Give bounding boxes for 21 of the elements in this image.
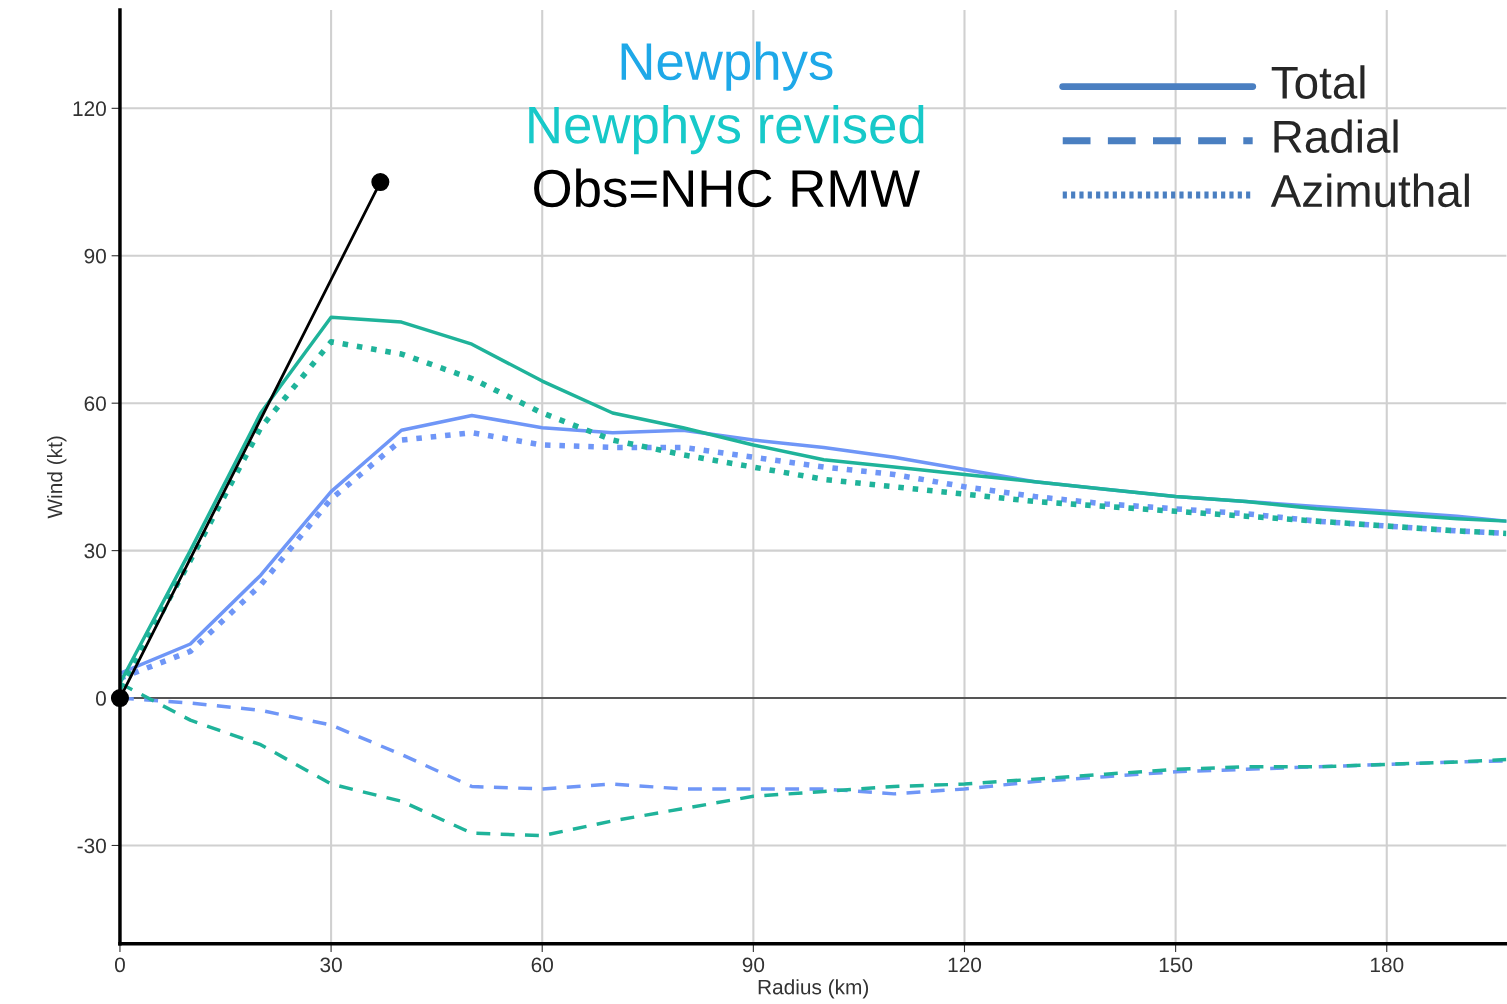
annotation: Total <box>1271 65 1365 99</box>
annotation: Newphys <box>621 41 833 91</box>
x-tick-label: 60 <box>531 957 553 973</box>
annotation: Azimuthal <box>1270 173 1469 208</box>
y-tick-label: -30 <box>77 838 106 854</box>
y-tick-label: 0 <box>95 691 106 706</box>
x-tick-label: 120 <box>948 957 982 973</box>
x-tick-label: 150 <box>1159 957 1193 973</box>
annotation: Obs=NHC RMW <box>534 168 920 208</box>
y-axis-title: Wind (kt) <box>47 436 67 519</box>
x-tick-label: 90 <box>742 957 765 973</box>
annotation: Newphys revised <box>529 104 924 155</box>
y-tick-label: 90 <box>84 248 106 264</box>
y-tick-label: 120 <box>73 101 106 117</box>
x-axis-title: Radius (km) <box>758 979 869 999</box>
x-tick-label: 0 <box>114 957 125 973</box>
y-tick-label: 60 <box>84 396 106 411</box>
x-tick-label: 180 <box>1370 957 1404 973</box>
x-tick-label: 30 <box>320 957 342 973</box>
annotation: Radial <box>1274 119 1398 154</box>
y-tick-label: 30 <box>84 543 106 559</box>
